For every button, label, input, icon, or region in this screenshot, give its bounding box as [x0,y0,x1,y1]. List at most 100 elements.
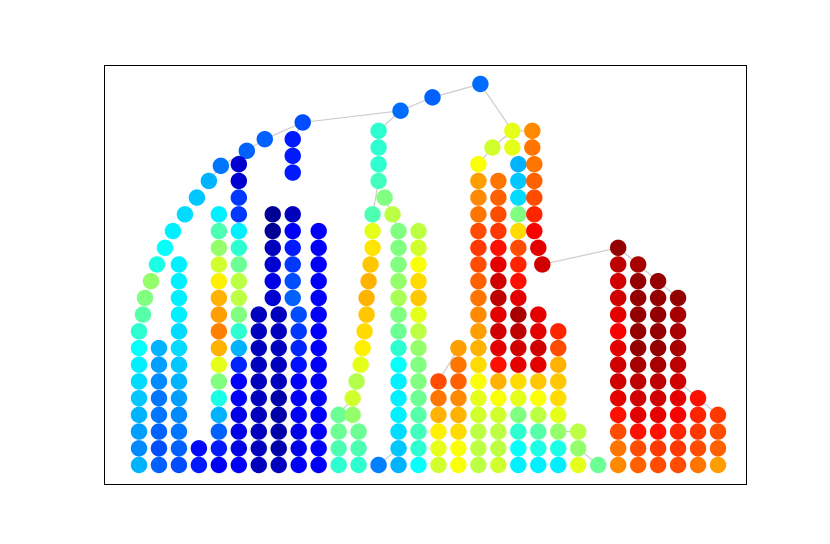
graph-node [390,389,407,407]
graph-node [504,139,521,156]
graph-node [284,239,301,256]
graph-node [649,272,667,290]
graph-node [310,323,327,340]
graph-node [510,423,527,440]
graph-node [210,323,228,340]
graph-node [669,423,687,440]
graph-node [130,339,148,357]
graph-node [256,130,273,148]
graph-node [170,256,188,273]
graph-node [629,373,647,390]
graph-node [264,256,281,273]
graph-node [210,272,228,290]
graph-node [689,440,707,457]
graph-node [230,440,248,457]
graph-node [490,356,507,373]
graph-node [524,122,541,139]
graph-node [164,222,182,240]
graph-node [526,172,543,190]
graph-node [629,440,647,457]
graph-node [150,339,168,357]
graph-node [230,373,248,390]
graph-node [188,189,206,206]
graph-node [570,440,587,457]
graph-node [356,323,373,340]
graph-node [424,89,441,106]
graph-node [392,102,409,119]
graph-node [629,356,647,373]
graph-node [170,423,188,440]
graph-node [649,373,667,390]
graph-node [470,323,487,340]
graph-node [230,323,248,340]
graph-node [170,373,188,390]
graph-node [310,406,327,424]
graph-node [310,272,327,290]
graph-node [609,256,627,273]
graph-node [210,339,228,357]
graph-node [649,406,667,424]
graph-node [490,272,507,290]
graph-node [450,440,467,457]
nodes-layer [130,75,727,474]
graph-node [210,389,228,407]
graph-node [490,406,507,424]
graph-node [264,289,281,307]
graph-node [410,339,427,357]
graph-node [310,373,327,390]
graph-node [176,206,194,223]
graph-node [210,289,228,307]
graph-node [530,339,547,357]
graph-node [450,339,467,357]
graph-node [510,206,527,223]
graph-edge [542,247,619,266]
graph-node [310,356,327,373]
graph-node [430,456,447,474]
graph-node [510,339,527,357]
graph-node [230,172,248,190]
graph-node [649,423,667,440]
graph-node [649,389,667,407]
graph-node [470,356,487,373]
graph-node [130,356,148,373]
graph-node [212,157,230,175]
graph-node [629,406,647,424]
graph-node [689,456,707,474]
graph-node [230,456,248,474]
graph-node [290,339,307,357]
graph-node [150,423,168,440]
graph-node [484,139,501,156]
graph-node [510,373,527,390]
graph-node [470,206,487,223]
graph-node [230,389,248,407]
graph-node [629,306,647,323]
graph-node [410,272,427,290]
graph-node [130,423,148,440]
graph-node [530,373,547,390]
graph-node [689,406,707,424]
graph-node [284,289,301,307]
graph-node [530,406,547,424]
graph-node [264,206,281,223]
graph-node [410,356,427,373]
graph-node [709,423,727,440]
graph-node [526,222,543,240]
graph-node [350,456,367,474]
graph-node [609,389,627,407]
graph-node [270,323,287,340]
graph-node [534,256,551,273]
graph-node [689,423,707,440]
graph-node [290,373,307,390]
graph-node [669,389,687,407]
graph-node [290,423,307,440]
graph-node [130,440,148,457]
graph-node [270,356,287,373]
graph-node [390,306,407,323]
graph-node [470,389,487,407]
graph-node [510,440,527,457]
graph-node [250,356,267,373]
graph-node [530,323,547,340]
graph-node [210,239,228,256]
graph-node [510,306,527,323]
graph-node [250,440,267,457]
